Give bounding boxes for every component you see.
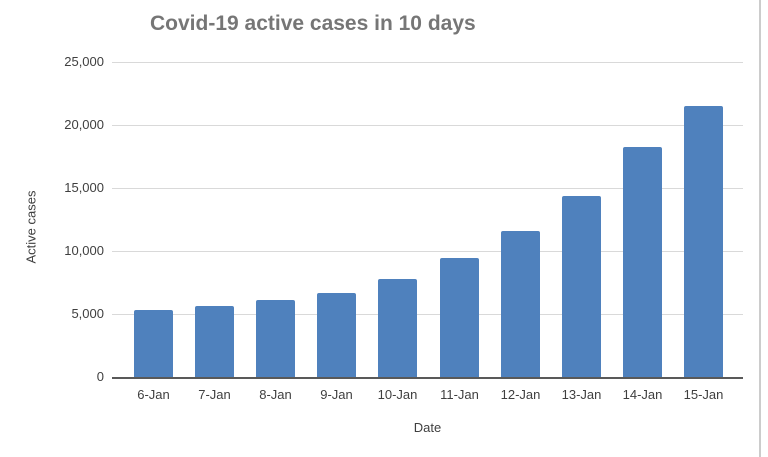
bar-6-Jan [134,310,173,377]
x-tick-label: 9-Jan [320,387,353,402]
y-tick-label: 10,000 [64,243,104,258]
x-tick-label: 15-Jan [683,387,724,402]
x-tick-label: 6-Jan [137,387,170,402]
bar-15-Jan [684,106,723,377]
bar-12-Jan [501,231,540,377]
chart-title: Covid-19 active cases in 10 days [150,12,476,35]
y-tick-label: 15,000 [64,180,104,195]
y-tick-label: 20,000 [64,117,104,132]
gridline [112,62,743,63]
gridline [112,251,743,252]
x-tick-label: 8-Jan [259,387,292,402]
bar-10-Jan [378,279,417,377]
y-tick-label: 25,000 [64,54,104,69]
chart-right-border [759,0,761,457]
x-tick-label: 13-Jan [561,387,602,402]
bar-11-Jan [440,258,479,377]
bar-8-Jan [256,300,295,377]
gridline [112,188,743,189]
x-axis-title: Date [413,420,442,435]
gridline [112,314,743,315]
y-tick-label: 0 [96,369,104,384]
bar-14-Jan [623,147,662,377]
x-tick-label: 12-Jan [500,387,541,402]
gridline [112,125,743,126]
bar-9-Jan [317,293,356,377]
x-axis-line [112,377,743,379]
x-tick-label: 7-Jan [198,387,231,402]
bar-13-Jan [562,196,601,377]
bar-7-Jan [195,306,234,377]
x-tick-label: 14-Jan [622,387,663,402]
x-tick-label: 10-Jan [377,387,418,402]
x-tick-label: 11-Jan [440,387,479,402]
y-tick-label: 5,000 [71,306,104,321]
